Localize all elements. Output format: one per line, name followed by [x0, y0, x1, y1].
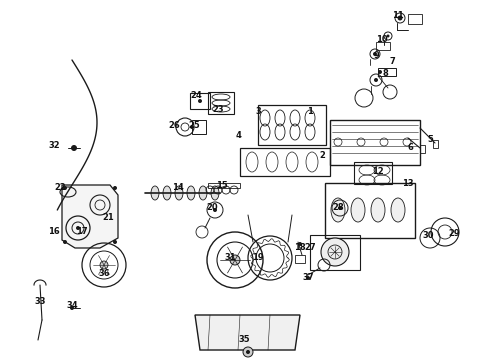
Ellipse shape — [151, 186, 159, 200]
Text: 5: 5 — [427, 135, 433, 144]
Text: 22: 22 — [54, 184, 66, 193]
Text: 11: 11 — [392, 12, 404, 21]
Text: 12: 12 — [372, 167, 384, 176]
Bar — [420, 145, 425, 153]
Polygon shape — [62, 185, 118, 248]
Text: 35: 35 — [238, 336, 250, 345]
Bar — [208, 183, 240, 188]
Bar — [330, 120, 420, 165]
Text: 4: 4 — [235, 130, 241, 139]
Circle shape — [321, 238, 349, 266]
Circle shape — [397, 15, 402, 21]
Circle shape — [387, 35, 390, 37]
Circle shape — [113, 186, 117, 190]
Bar — [240, 148, 330, 176]
Text: 25: 25 — [188, 122, 200, 130]
Text: 23: 23 — [212, 105, 224, 114]
Text: 6: 6 — [407, 144, 413, 153]
Ellipse shape — [211, 186, 219, 200]
Bar — [310, 235, 360, 270]
Text: 20: 20 — [206, 203, 218, 212]
Circle shape — [246, 350, 250, 354]
Text: 37: 37 — [302, 274, 314, 283]
Bar — [354, 162, 392, 184]
Text: 18: 18 — [294, 243, 306, 252]
Text: 31: 31 — [224, 253, 236, 262]
Ellipse shape — [199, 186, 207, 200]
Bar — [378, 68, 396, 76]
Circle shape — [100, 261, 108, 269]
Text: 19: 19 — [252, 253, 264, 262]
Text: 36: 36 — [98, 270, 110, 279]
Text: 16: 16 — [48, 228, 60, 237]
Circle shape — [113, 240, 117, 244]
Text: 7: 7 — [389, 58, 395, 67]
Ellipse shape — [187, 186, 195, 200]
Text: 3: 3 — [255, 108, 261, 117]
Circle shape — [213, 208, 217, 212]
Circle shape — [306, 276, 310, 280]
Circle shape — [338, 206, 342, 210]
Text: 8: 8 — [382, 69, 388, 78]
Ellipse shape — [175, 186, 183, 200]
Text: 28: 28 — [332, 203, 344, 212]
Text: 29: 29 — [448, 230, 460, 238]
Circle shape — [373, 52, 377, 56]
Circle shape — [243, 347, 253, 357]
Polygon shape — [195, 315, 300, 350]
Bar — [408, 14, 422, 24]
Text: 24: 24 — [190, 91, 202, 100]
Circle shape — [63, 186, 67, 190]
Circle shape — [71, 145, 77, 151]
Bar — [376, 42, 390, 50]
Text: 27: 27 — [304, 243, 316, 252]
Text: 30: 30 — [422, 231, 434, 240]
Ellipse shape — [163, 186, 171, 200]
Circle shape — [298, 242, 302, 246]
Text: 15: 15 — [216, 180, 228, 189]
Bar — [295, 255, 305, 263]
Circle shape — [63, 240, 67, 244]
Ellipse shape — [331, 198, 345, 222]
Text: 33: 33 — [34, 297, 46, 306]
Circle shape — [378, 70, 382, 74]
Text: 10: 10 — [376, 36, 388, 45]
Text: 9: 9 — [373, 51, 379, 60]
Text: 34: 34 — [66, 301, 78, 310]
Ellipse shape — [351, 198, 365, 222]
Bar — [190, 93, 210, 109]
Text: 26: 26 — [168, 122, 180, 130]
Bar — [433, 140, 438, 148]
Circle shape — [198, 99, 202, 103]
Circle shape — [374, 78, 378, 82]
Circle shape — [230, 255, 240, 265]
Text: 13: 13 — [402, 179, 414, 188]
Bar — [208, 92, 234, 114]
Text: 21: 21 — [102, 213, 114, 222]
Bar — [325, 183, 415, 238]
Circle shape — [190, 125, 194, 129]
Ellipse shape — [371, 198, 385, 222]
Text: 2: 2 — [319, 150, 325, 159]
Bar — [192, 120, 206, 134]
Circle shape — [76, 226, 80, 230]
Text: 32: 32 — [48, 140, 60, 149]
Circle shape — [70, 306, 74, 310]
Ellipse shape — [391, 198, 405, 222]
Text: 1: 1 — [307, 108, 313, 117]
Bar — [258, 105, 326, 145]
Text: 14: 14 — [172, 184, 184, 193]
Text: 17: 17 — [76, 228, 88, 237]
